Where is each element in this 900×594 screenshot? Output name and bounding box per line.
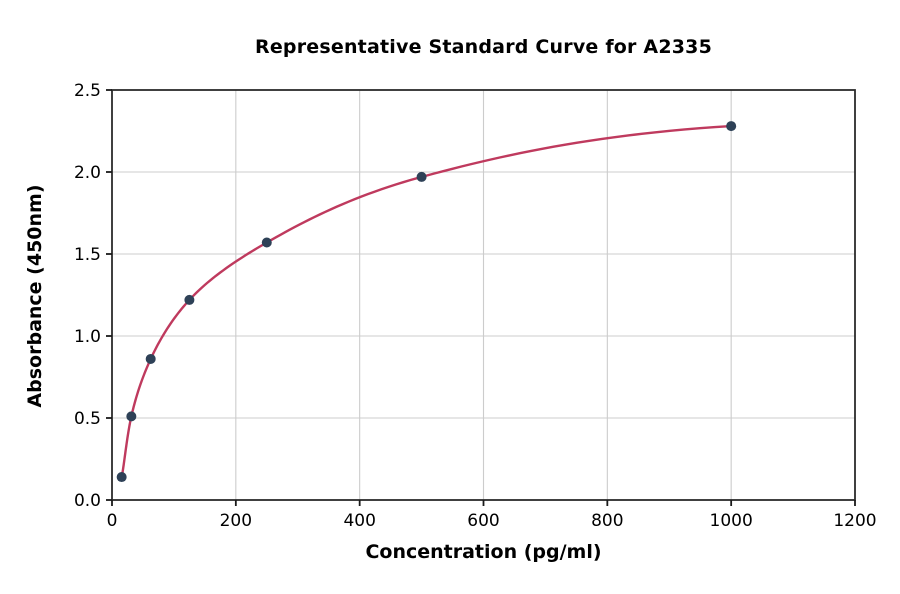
x-tick-label: 0 bbox=[107, 511, 118, 531]
data-point bbox=[416, 171, 427, 182]
data-point bbox=[116, 472, 127, 483]
data-point bbox=[145, 353, 156, 364]
y-tick-label: 1.5 bbox=[74, 245, 101, 265]
x-tick-label: 600 bbox=[467, 511, 499, 531]
data-point bbox=[184, 294, 195, 305]
x-tick-label: 200 bbox=[220, 511, 252, 531]
y-tick-label: 2.0 bbox=[74, 163, 101, 183]
x-tick-label: 1000 bbox=[710, 511, 753, 531]
y-tick-label: 0.0 bbox=[74, 491, 101, 511]
y-tick-label: 0.5 bbox=[74, 409, 101, 429]
x-axis-label: Concentration (pg/ml) bbox=[365, 541, 602, 563]
data-point bbox=[726, 121, 737, 132]
x-tick-label: 1200 bbox=[833, 511, 876, 531]
x-tick-label: 400 bbox=[343, 511, 375, 531]
y-tick-label: 2.5 bbox=[74, 81, 101, 101]
data-point bbox=[261, 237, 272, 248]
fitted-standard-curve bbox=[120, 124, 733, 479]
y-tick-label: 1.0 bbox=[74, 327, 101, 347]
data-point bbox=[126, 411, 137, 422]
x-tick-label: 800 bbox=[591, 511, 623, 531]
chart-title: Representative Standard Curve for A2335 bbox=[254, 36, 713, 58]
